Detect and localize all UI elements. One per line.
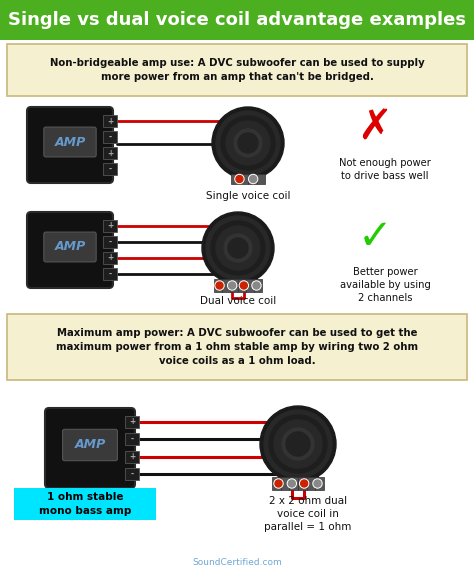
- Bar: [103, 131, 117, 143]
- Text: Dual voice coil: Dual voice coil: [200, 296, 276, 306]
- Bar: [14, 488, 156, 520]
- FancyBboxPatch shape: [27, 107, 113, 183]
- Circle shape: [228, 238, 248, 258]
- Bar: [231, 174, 265, 184]
- Text: 2 x 2 ohm dual
voice coil in
parallel = 1 ohm: 2 x 2 ohm dual voice coil in parallel = …: [264, 496, 352, 532]
- Text: Single voice coil: Single voice coil: [206, 191, 290, 201]
- Circle shape: [221, 116, 275, 170]
- Circle shape: [300, 479, 309, 488]
- Bar: [103, 220, 117, 232]
- Bar: [7, 314, 467, 380]
- Circle shape: [286, 432, 310, 456]
- Bar: [214, 279, 262, 292]
- FancyBboxPatch shape: [27, 212, 113, 288]
- Circle shape: [216, 111, 280, 175]
- Text: -: -: [109, 164, 111, 174]
- Circle shape: [215, 281, 224, 290]
- Bar: [125, 468, 139, 480]
- Bar: [7, 44, 467, 96]
- Text: Single vs dual voice coil advantage examples: Single vs dual voice coil advantage exam…: [8, 11, 466, 29]
- Text: SoundCertified.com: SoundCertified.com: [192, 558, 282, 567]
- Text: -: -: [130, 435, 134, 444]
- Text: AMP: AMP: [74, 438, 106, 451]
- Bar: [103, 236, 117, 248]
- FancyBboxPatch shape: [45, 408, 135, 488]
- Text: +: +: [107, 222, 113, 231]
- Circle shape: [274, 479, 283, 488]
- Bar: [103, 147, 117, 159]
- FancyBboxPatch shape: [63, 429, 118, 460]
- Circle shape: [238, 133, 258, 153]
- Circle shape: [202, 212, 274, 284]
- Bar: [125, 433, 139, 445]
- Circle shape: [240, 282, 247, 289]
- Circle shape: [216, 282, 223, 289]
- Text: +: +: [129, 417, 135, 426]
- Circle shape: [275, 480, 282, 487]
- Circle shape: [282, 428, 314, 460]
- Bar: [103, 115, 117, 127]
- Bar: [0, 0, 474, 40]
- Text: +: +: [107, 253, 113, 263]
- Text: 1 ohm stable
mono bass amp: 1 ohm stable mono bass amp: [39, 492, 131, 515]
- Bar: [273, 477, 324, 490]
- Bar: [103, 163, 117, 175]
- Circle shape: [239, 281, 248, 290]
- Circle shape: [288, 480, 295, 487]
- Circle shape: [269, 415, 327, 473]
- Circle shape: [274, 420, 322, 468]
- Circle shape: [236, 176, 243, 183]
- Circle shape: [228, 281, 237, 290]
- Bar: [103, 268, 117, 280]
- Bar: [103, 252, 117, 264]
- Circle shape: [264, 410, 332, 478]
- Circle shape: [234, 129, 262, 157]
- FancyBboxPatch shape: [44, 232, 96, 262]
- Text: ✗: ✗: [357, 107, 392, 149]
- Circle shape: [253, 282, 260, 289]
- Circle shape: [313, 479, 322, 488]
- Bar: [125, 451, 139, 463]
- Circle shape: [260, 406, 336, 482]
- Circle shape: [250, 176, 256, 183]
- Circle shape: [249, 175, 258, 184]
- Circle shape: [212, 107, 284, 179]
- Text: +: +: [107, 149, 113, 158]
- Bar: [125, 416, 139, 428]
- Text: -: -: [130, 469, 134, 479]
- Text: AMP: AMP: [55, 136, 86, 149]
- Text: +: +: [107, 116, 113, 125]
- Text: Maximum amp power: A DVC subwoofer can be used to get the
maximum power from a 1: Maximum amp power: A DVC subwoofer can b…: [56, 328, 418, 366]
- Circle shape: [216, 226, 260, 270]
- Text: -: -: [109, 238, 111, 247]
- Circle shape: [301, 480, 308, 487]
- Text: Not enough power
to drive bass well: Not enough power to drive bass well: [339, 158, 431, 181]
- Text: ✓: ✓: [357, 216, 392, 258]
- Circle shape: [224, 234, 252, 262]
- Circle shape: [235, 175, 244, 184]
- Circle shape: [314, 480, 321, 487]
- Text: Non-bridgeable amp use: A DVC subwoofer can be used to supply
more power from an: Non-bridgeable amp use: A DVC subwoofer …: [50, 58, 424, 82]
- Circle shape: [206, 216, 270, 280]
- Circle shape: [211, 221, 265, 275]
- Text: AMP: AMP: [55, 240, 86, 253]
- Text: -: -: [109, 269, 111, 278]
- FancyBboxPatch shape: [44, 127, 96, 157]
- Text: -: -: [109, 133, 111, 142]
- Circle shape: [287, 479, 296, 488]
- Circle shape: [228, 282, 236, 289]
- Circle shape: [226, 121, 270, 165]
- Text: +: +: [129, 452, 135, 461]
- Circle shape: [252, 281, 261, 290]
- Text: Better power
available by using
2 channels: Better power available by using 2 channe…: [339, 267, 430, 303]
